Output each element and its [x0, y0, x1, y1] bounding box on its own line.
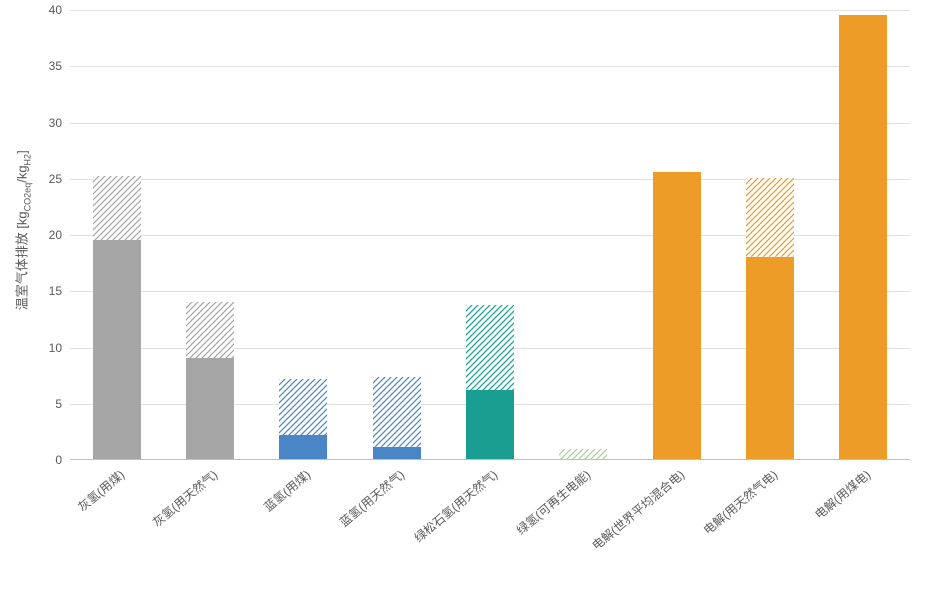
y-axis-label: 温室气体排放 [kgCO2eq/kgH2] [12, 0, 32, 460]
bar-group [279, 9, 327, 459]
x-tick-label: 灰氢(用天然气) [149, 466, 221, 530]
x-tick-label: 绿松石氢(用天然气) [410, 466, 501, 546]
bar-segment [466, 390, 514, 459]
y-tick-label: 5 [55, 397, 62, 411]
bar-group [559, 9, 607, 459]
x-tick-label: 蓝氢(用天然气) [335, 466, 407, 530]
x-tick-label: 电解(用煤电) [811, 466, 874, 523]
bar-group [466, 9, 514, 459]
y-tick-label: 30 [49, 116, 62, 130]
y-tick-label: 25 [49, 172, 62, 186]
y-tick-label: 20 [49, 228, 62, 242]
bar-segment [93, 240, 141, 459]
bar-segment [559, 449, 607, 459]
bar-segment [373, 447, 421, 459]
bar-segment [746, 178, 794, 257]
x-tick-label: 电解(用天然气电) [700, 466, 781, 538]
y-tick-label: 0 [55, 453, 62, 467]
bar-segment [186, 358, 234, 459]
bar-segment [186, 302, 234, 358]
bar-segment [373, 377, 421, 447]
y-tick-label: 10 [49, 341, 62, 355]
bar-segment [653, 172, 701, 459]
bar-segment [839, 15, 887, 459]
y-tick-label: 35 [49, 59, 62, 73]
y-tick-label: 40 [49, 3, 62, 17]
bars [70, 10, 910, 459]
x-tick-label: 蓝氢(用煤) [260, 466, 314, 515]
bar-segment [466, 305, 514, 391]
bar-segment [279, 379, 327, 435]
plot-area: 0510152025303540 [70, 10, 910, 460]
bar-segment [279, 435, 327, 459]
bar-segment [93, 176, 141, 240]
bar-group [746, 9, 794, 459]
y-axis-label-text: 温室气体排放 [kgCO2eq/kgH2] [12, 150, 33, 310]
bar-group [373, 9, 421, 459]
bar-group [93, 9, 141, 459]
y-tick-label: 15 [49, 284, 62, 298]
bar-group [839, 9, 887, 459]
x-tick-label: 绿氢(可再生电能) [513, 466, 594, 538]
ghg-emissions-chart: 温室气体排放 [kgCO2eq/kgH2] 0510152025303540 灰… [0, 0, 928, 608]
bar-group [653, 9, 701, 459]
bar-segment [746, 257, 794, 460]
x-tick-label: 电解(世界平均混合电) [588, 466, 688, 554]
bar-group [186, 9, 234, 459]
x-tick-label: 灰氢(用煤) [74, 466, 128, 515]
